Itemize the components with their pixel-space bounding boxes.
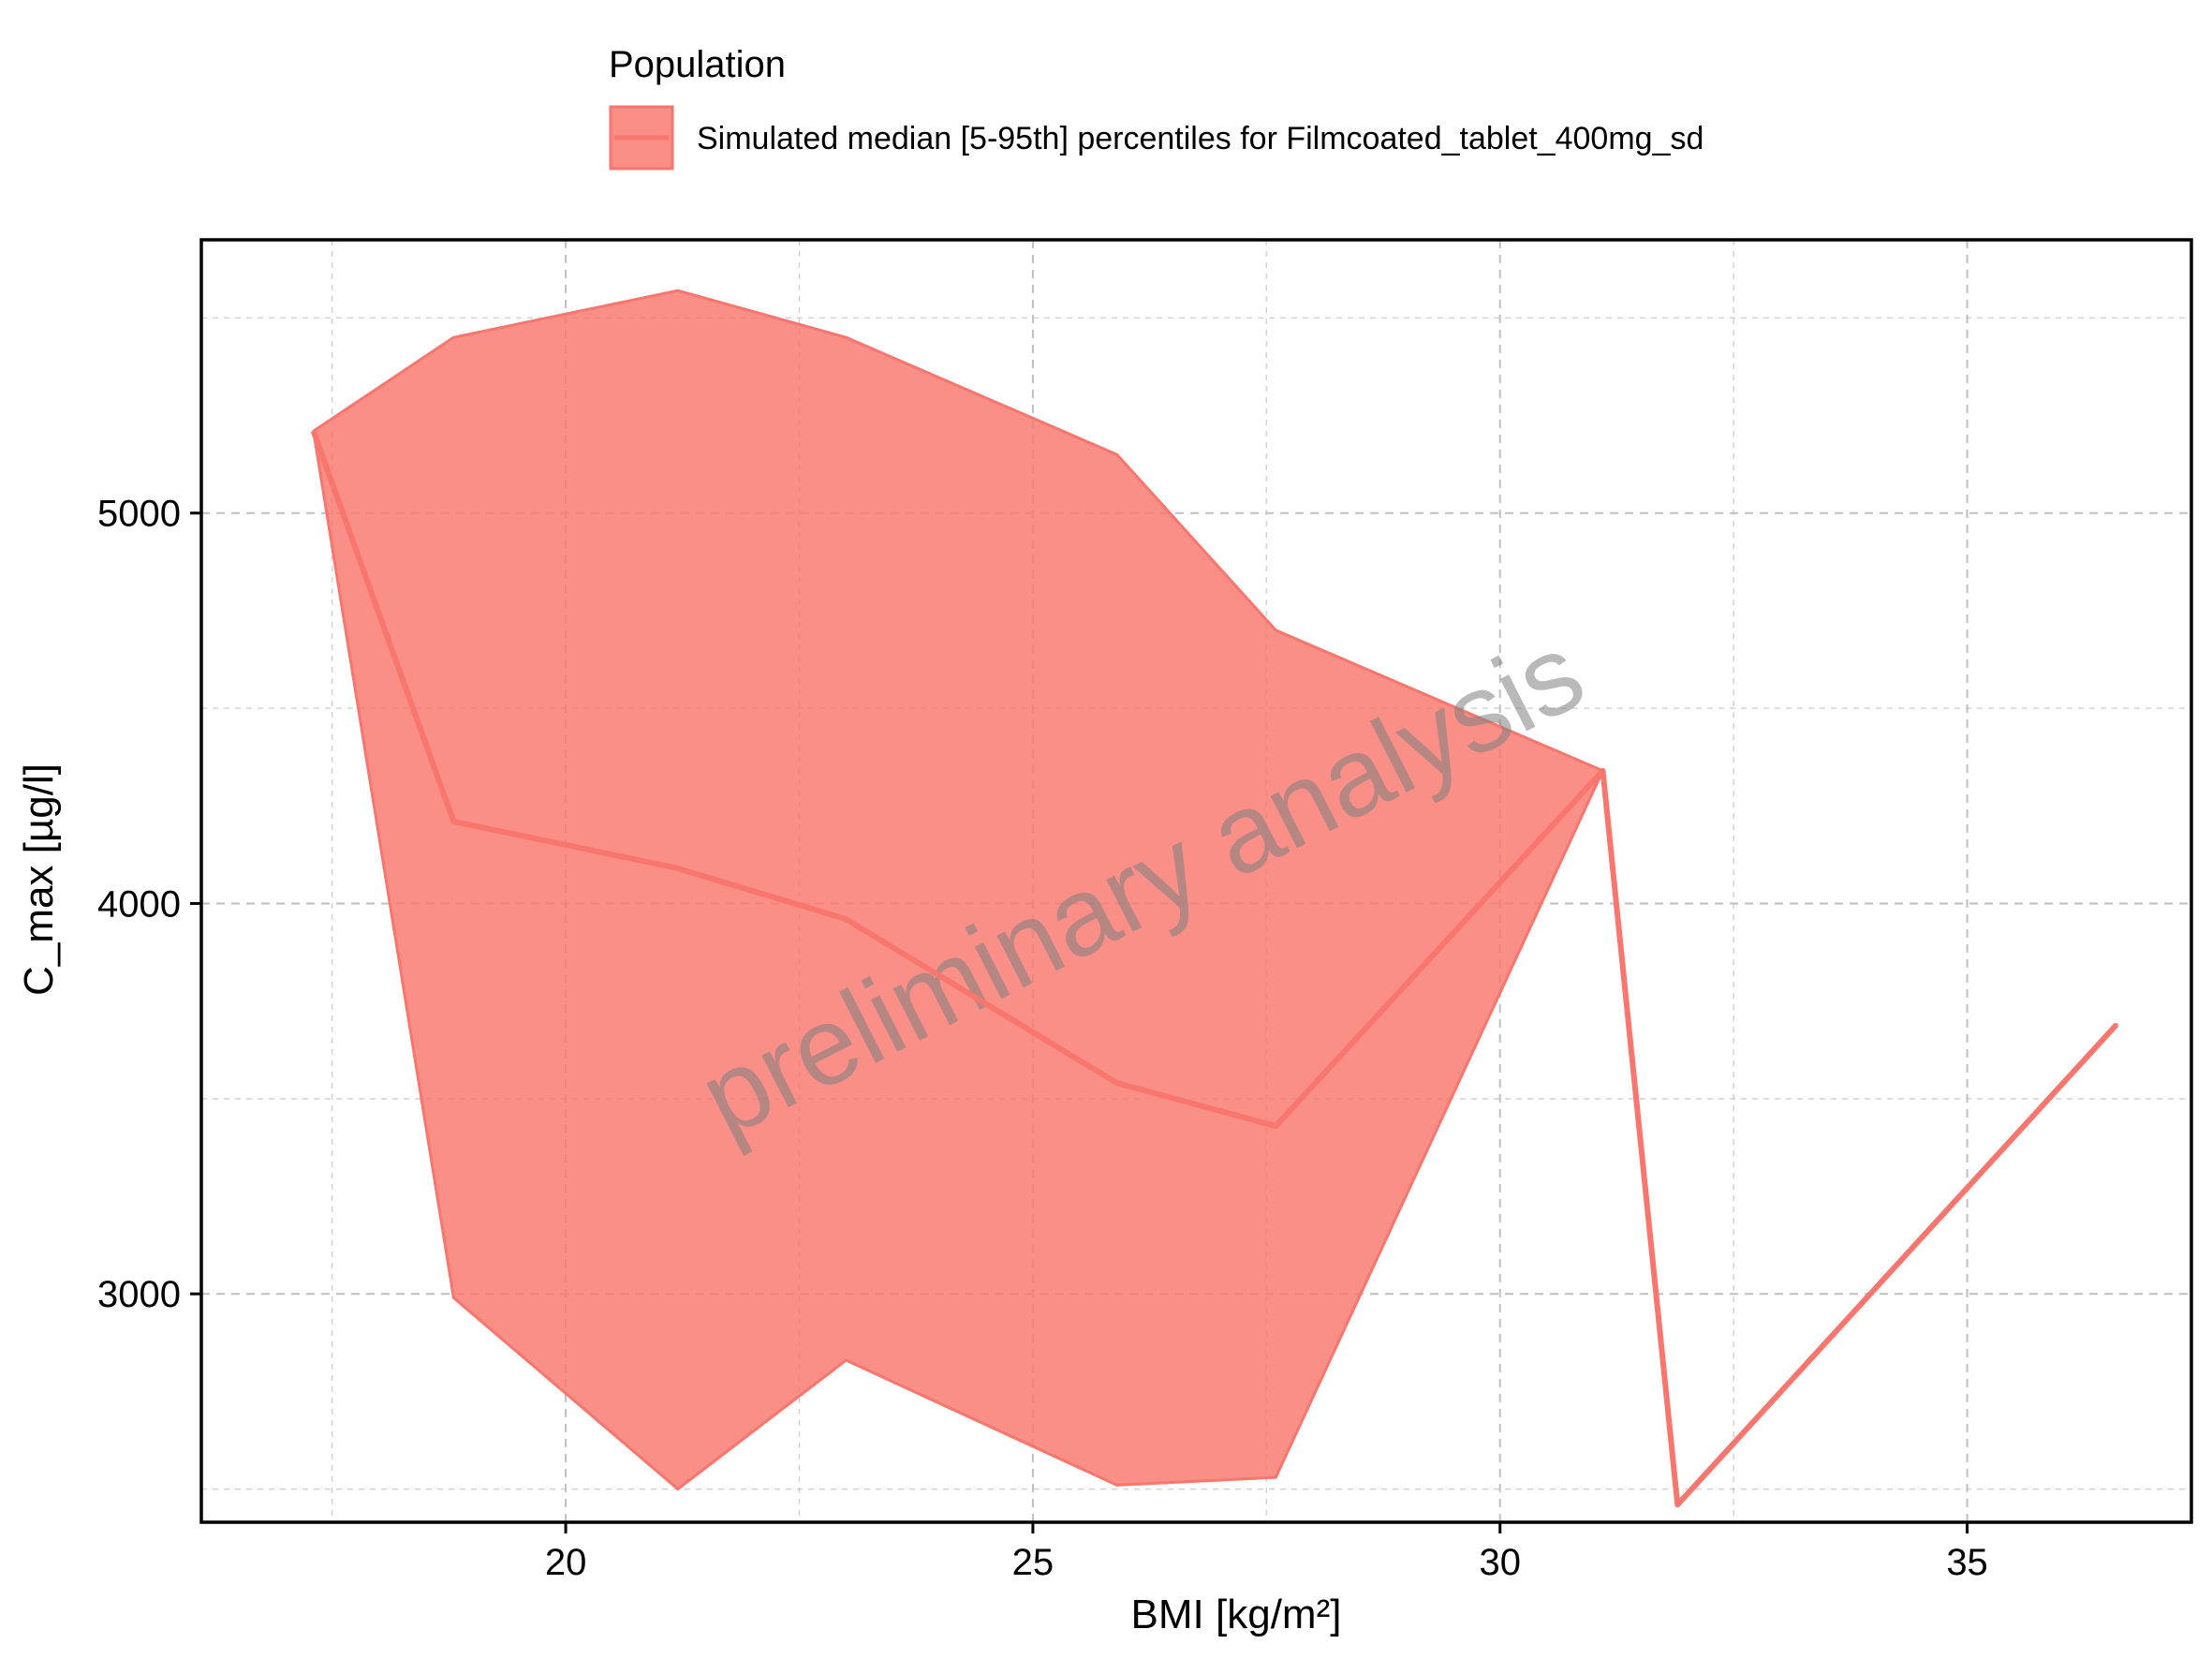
y-axis-label: C_max [µg/l] bbox=[16, 763, 62, 996]
x-tick-label: 35 bbox=[1946, 1542, 1988, 1583]
legend-title: Population bbox=[609, 44, 786, 85]
y-axis: 3000 4000 5000 bbox=[97, 494, 201, 1315]
x-axis: 20 25 30 35 bbox=[545, 1522, 1988, 1583]
panel-border bbox=[199, 238, 2193, 1524]
legend: Population Simulated median [5-95th] per… bbox=[609, 44, 1703, 170]
x-tick-label: 25 bbox=[1012, 1542, 1054, 1583]
median-line bbox=[310, 430, 2119, 1508]
x-axis-label: BMI [kg/m²] bbox=[1131, 1592, 1342, 1637]
legend-label: Simulated median [5-95th] percentiles fo… bbox=[697, 121, 1703, 156]
x-tick-label: 20 bbox=[545, 1542, 587, 1583]
y-tick-label: 4000 bbox=[97, 883, 181, 925]
y-tick-label: 5000 bbox=[97, 494, 181, 535]
x-tick-label: 30 bbox=[1479, 1542, 1521, 1583]
y-tick-label: 3000 bbox=[97, 1274, 181, 1315]
line-layer bbox=[310, 430, 2119, 1508]
